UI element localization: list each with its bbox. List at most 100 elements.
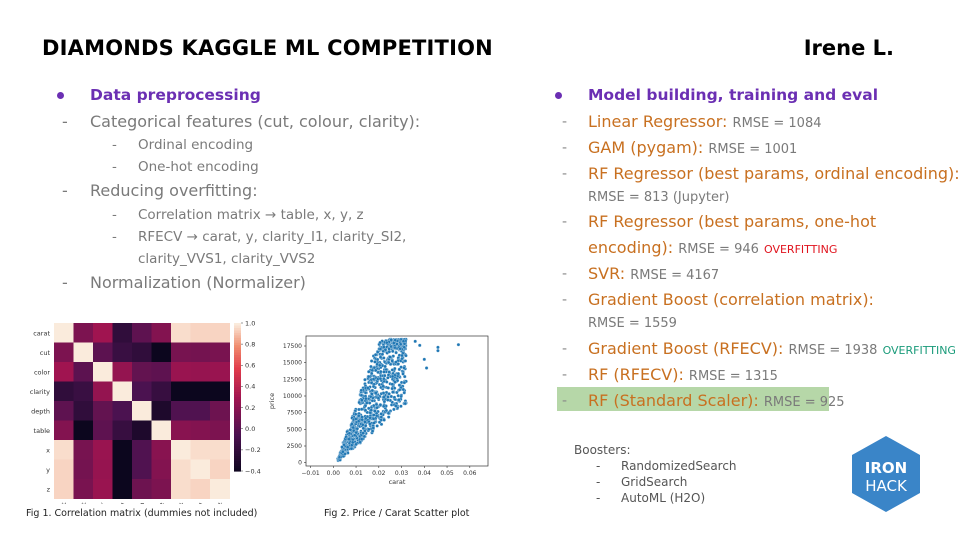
scatter-point (354, 417, 358, 421)
dash: - (562, 114, 568, 130)
colorbar-tick-label: 0.0 (245, 425, 255, 433)
heatmap-cell (151, 420, 172, 441)
dash: - (562, 266, 568, 282)
scatter-point (390, 368, 395, 372)
scatter-point (403, 374, 407, 379)
heatmap-cell (151, 459, 172, 480)
x-tick-label: 0.01 (349, 470, 363, 477)
heatmap-cell (132, 440, 152, 460)
model-rmse: RMSE = 1084 (732, 116, 822, 131)
heatmap-col-label: table (157, 503, 165, 505)
scatter-point (392, 407, 396, 412)
heatmap-cell (73, 323, 94, 343)
heatmap-cell (73, 479, 94, 499)
x-tick-label: 0.00 (327, 470, 341, 477)
scatter-point (337, 455, 342, 459)
y-tick-label: 2500 (287, 443, 302, 450)
scatter-point (386, 386, 390, 390)
heatmap-cell (171, 459, 191, 480)
heatmap-cell (112, 440, 133, 460)
left-subitem: Ordinal encoding (138, 137, 254, 153)
scatter-point (386, 415, 391, 419)
scatter-point (399, 342, 403, 347)
heatmap-cell (54, 459, 74, 480)
scatter-point (382, 376, 386, 381)
price-carat-scatter: −0.01 0.00 0.01 0.02 0.03 0.04 0.05 0.06 0 2500 50… (268, 335, 489, 486)
scatter-point (350, 440, 355, 445)
scatter-point (401, 387, 406, 392)
bullet-dot (57, 92, 64, 99)
colorbar-segment (234, 352, 241, 356)
scatter-point (359, 388, 364, 393)
x-tick-label: −0.01 (301, 470, 320, 477)
scatter-point (355, 426, 360, 431)
scatter-point (345, 445, 350, 449)
scatter-point (376, 396, 381, 400)
scatter-point (396, 362, 401, 366)
colorbar-segment (234, 431, 241, 435)
scatter-point (383, 364, 387, 369)
colorbar-segment (234, 401, 241, 405)
colorbar-segment (234, 448, 241, 452)
scatter-point (369, 381, 374, 385)
scatter-point (379, 412, 383, 416)
colorbar-segment (234, 409, 241, 413)
heatmap-cell (171, 323, 191, 343)
scatter-point (393, 380, 397, 384)
x-tick-label: 0.04 (418, 470, 432, 477)
scatter-point (404, 353, 408, 358)
heatmap-cell (93, 362, 113, 382)
colorbar-segment (234, 389, 241, 393)
dash: - (62, 112, 68, 131)
left-item-1: Categorical features (cut, colour, clari… (90, 112, 421, 131)
model-name: RF Regressor (best params, ordinal encod… (588, 164, 960, 183)
dash: - (562, 341, 568, 357)
scatter-point (397, 383, 402, 387)
scatter-point (402, 380, 407, 385)
colorbar-segment (234, 429, 241, 433)
author-name: Irene L. (803, 36, 894, 60)
y-tick-label: 15000 (283, 360, 302, 367)
scatter-point (378, 347, 383, 351)
colorbar-segment (234, 456, 241, 460)
colorbar-segment (234, 382, 241, 386)
dash: - (112, 137, 117, 153)
scatter-point (381, 391, 386, 395)
heatmap-cell (93, 323, 113, 343)
heatmap-cell (93, 440, 113, 460)
scatter-point (341, 450, 345, 454)
model-rmse: RMSE = 1938 (788, 343, 878, 358)
scatter-point (393, 338, 397, 342)
y-tick-label: 0 (298, 460, 302, 467)
scatter-point (401, 372, 405, 376)
scatter-point (370, 429, 375, 433)
scatter-point (380, 352, 385, 356)
scatter-point (403, 401, 407, 406)
heatmap-cell (54, 440, 74, 460)
dash: - (562, 140, 568, 156)
heatmap-cell (112, 362, 133, 382)
heatmap-cell (171, 479, 191, 499)
scatter-point (370, 398, 375, 403)
colorbar-segment (234, 426, 241, 430)
heatmap-cell (190, 342, 211, 363)
colorbar-segment (234, 446, 241, 450)
scatter-point (388, 355, 392, 359)
model-rmse: RMSE = 1001 (708, 142, 798, 157)
heatmap-cell (73, 381, 94, 402)
scatter-point (418, 343, 422, 348)
overfitting-flag: OVERFITTING (882, 344, 956, 357)
colorbar-segment (234, 453, 241, 457)
scatter-point (378, 403, 383, 407)
heatmap-cell (171, 362, 191, 382)
scatter-point (391, 390, 395, 394)
scatter-point (347, 431, 352, 436)
colorbar-segment (234, 327, 241, 331)
left-subitem: One-hot encoding (138, 159, 259, 175)
scatter-point (385, 380, 389, 384)
scatter-point (381, 384, 385, 389)
scatter-point (354, 442, 358, 447)
heatmap-cell (190, 362, 211, 382)
colorbar-segment (234, 463, 241, 467)
colorbar-segment (234, 337, 241, 341)
